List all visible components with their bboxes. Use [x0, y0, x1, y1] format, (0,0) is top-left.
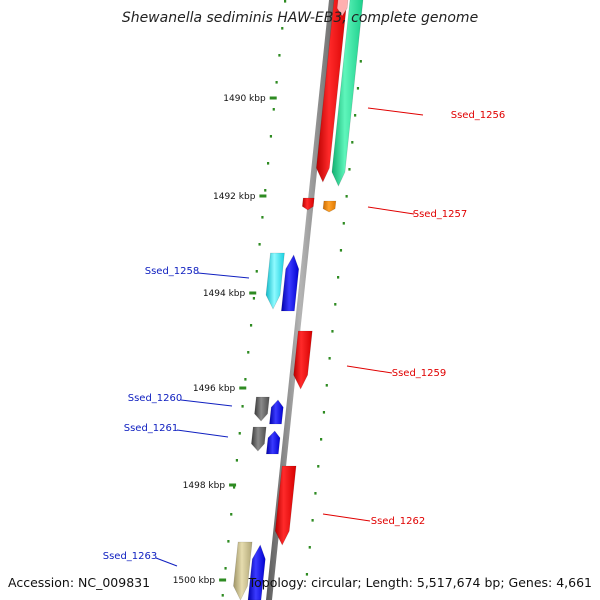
guide-dot: [278, 54, 281, 57]
scale-label: 1498 kbp: [183, 481, 226, 491]
gene-leader-line: [367, 107, 424, 116]
guide-dot: [258, 243, 261, 246]
guide-dot: [356, 87, 360, 90]
guide-dot: [230, 513, 233, 516]
guide-dot: [339, 249, 343, 252]
guide-dot: [249, 324, 253, 327]
gene-label[interactable]: Ssed_1256: [451, 110, 506, 121]
guide-dot: [284, 0, 287, 3]
guide-dot: [322, 411, 326, 414]
guide-dot: [235, 459, 239, 462]
guide-dot: [337, 276, 340, 279]
gene-ssed-1258-cyan[interactable]: [265, 252, 285, 310]
gene-ssed-1260-blue[interactable]: [269, 399, 284, 425]
gene-leader-line: [155, 557, 178, 567]
backbone-line: [266, 0, 335, 600]
guide-dot: [238, 432, 241, 435]
guide-dot: [227, 540, 230, 543]
guide-dot: [281, 27, 284, 30]
gene-ssed-1261-gray[interactable]: [251, 426, 267, 452]
gene-ssed-1260-gray[interactable]: [254, 396, 270, 422]
guide-dot: [311, 519, 314, 522]
gene-label[interactable]: Ssed_1260: [128, 393, 183, 404]
guide-dot: [342, 222, 345, 225]
genome-backbone: [266, 0, 335, 600]
scale-label: 1490 kbp: [223, 94, 266, 104]
gene-ssed-1262[interactable]: [274, 465, 297, 546]
scale-label: 1500 kbp: [173, 576, 216, 586]
gene-ssed-1259[interactable]: [293, 330, 313, 390]
scale-label: 1496 kbp: [193, 384, 236, 394]
guide-dot: [320, 438, 323, 441]
gene-label[interactable]: Ssed_1262: [371, 516, 426, 527]
guide-dot: [351, 141, 354, 144]
guide-dot: [275, 81, 278, 84]
gene-ssed-1256-green[interactable]: [331, 0, 364, 187]
guide-dot: [266, 162, 270, 165]
gene-leader-line: [180, 399, 233, 407]
guide-dot: [359, 60, 362, 63]
gene-labels: Ssed_1256 Ssed_1257 Ssed_1258 Ssed_1259 Ssed…: [103, 107, 506, 567]
gene-label[interactable]: Ssed_1263: [103, 551, 158, 562]
guide-dot: [354, 114, 357, 117]
gene-leader-line: [322, 513, 371, 522]
gene-ssed-1261-blue[interactable]: [265, 430, 281, 455]
scale-labels: 1490 kbp 1492 kbp 1494 kbp 1496 kbp 1498 kbp…: [173, 94, 277, 586]
guide-dot: [244, 378, 247, 381]
gene-ssed-1263-khaki[interactable]: [233, 541, 253, 600]
gene-label[interactable]: Ssed_1261: [124, 423, 179, 434]
guide-dot: [308, 546, 311, 549]
scale-tick: [259, 194, 267, 198]
genome-title: Shewanella sediminis HAW-EB3, complete g…: [121, 10, 479, 26]
guide-dot: [305, 573, 309, 576]
guide-dot: [255, 270, 258, 273]
scale-label: 1492 kbp: [213, 192, 256, 202]
guide-dot: [345, 195, 348, 198]
accession-text: Accession: NC_009831: [8, 575, 151, 590]
guide-dot: [331, 330, 334, 333]
gene-ssed-1257-orange[interactable]: [322, 200, 337, 213]
scale-tick: [269, 96, 277, 100]
gene-ssed-1256-red[interactable]: [316, 0, 348, 183]
guide-dot: [264, 189, 267, 192]
gene-ssed-1258-blue[interactable]: [281, 254, 300, 312]
gene-ssed-1257-red[interactable]: [302, 197, 315, 211]
scale-tick: [239, 386, 247, 390]
gene-leader-line: [197, 272, 250, 279]
gene-leader-line: [346, 365, 393, 374]
gene-top-pink[interactable]: [336, 0, 349, 17]
gene-features: [233, 0, 364, 600]
scale-tick: [249, 291, 257, 295]
topology-text: Topology: circular; Length: 5,517,674 bp…: [248, 575, 592, 590]
guide-dot: [232, 486, 236, 489]
guide-dot: [261, 216, 264, 219]
guide-dot: [241, 405, 244, 408]
guide-dot: [247, 351, 250, 354]
dotted-guide-lines: [221, 0, 362, 597]
guide-dot: [252, 297, 256, 300]
guide-dot: [317, 465, 320, 468]
guide-dot: [325, 384, 328, 387]
guide-dot: [334, 303, 337, 306]
guide-dot: [224, 567, 227, 570]
gene-leader-line: [176, 429, 229, 438]
scale-label: 1494 kbp: [203, 289, 246, 299]
guide-dot: [272, 108, 275, 111]
guide-dot: [221, 594, 224, 597]
guide-dot: [269, 135, 273, 138]
guide-dot: [314, 492, 317, 495]
gene-label[interactable]: Ssed_1258: [145, 266, 200, 277]
guide-dot: [348, 168, 351, 171]
gene-ssed-1263-blue[interactable]: [247, 544, 266, 600]
scale-tick: [229, 483, 237, 487]
gene-leader-line: [367, 206, 415, 215]
guide-dot: [328, 357, 331, 360]
scale-tick: [219, 578, 227, 582]
gene-label[interactable]: Ssed_1257: [413, 209, 468, 220]
gene-label[interactable]: Ssed_1259: [392, 368, 447, 379]
